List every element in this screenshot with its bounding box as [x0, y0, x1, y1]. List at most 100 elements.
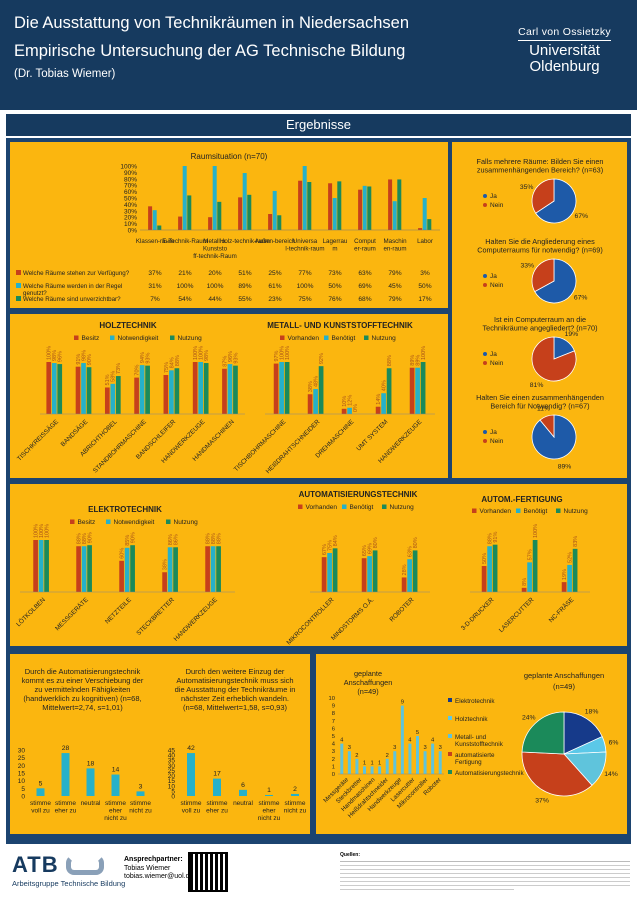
data-label: 58%	[111, 371, 117, 382]
bar	[178, 216, 183, 230]
bar	[227, 364, 233, 414]
data-label: 98%	[52, 350, 58, 361]
data-label: 69%	[368, 543, 374, 554]
bar	[134, 377, 139, 414]
data-label: 93%	[233, 353, 239, 364]
bar	[33, 540, 38, 592]
university-logo: Carl von Ossietzky Universität Oldenburg	[518, 26, 611, 75]
x-tick-label: Kunststo	[203, 246, 228, 253]
y-tick-label: 0	[21, 794, 25, 801]
y-tick-label: 5	[21, 786, 25, 793]
data-label: 0%	[353, 404, 359, 412]
data-label: 50%	[328, 283, 341, 290]
y-tick-label: 20%	[124, 215, 137, 222]
atb-logo: ATB	[12, 852, 59, 877]
bar	[393, 751, 397, 774]
bar	[298, 180, 303, 230]
bar	[361, 558, 367, 592]
data-label: 83%	[573, 536, 579, 547]
chart-title: Durch den weitere Einzug der	[186, 667, 285, 676]
data-label: 8%	[522, 578, 528, 586]
data-label: 75%	[298, 296, 311, 303]
x-tick-label: nicht zu	[258, 815, 281, 822]
panel-elektro-auto: ELEKTROTECHNIK Besitz Notwendigkeit Nutzung…	[10, 484, 627, 646]
contact-email[interactable]: tobias.wiemer@uol.de	[124, 873, 194, 880]
legend-swatch	[16, 296, 21, 301]
data-label: 76%	[328, 296, 341, 303]
data-label: 80%	[373, 537, 379, 548]
bar	[291, 793, 299, 796]
legend-label: Notwendigkeit	[118, 335, 159, 342]
x-tick-label: NC-FRÄSE	[547, 596, 575, 624]
bar	[139, 365, 145, 414]
data-label: 100%	[207, 283, 224, 290]
data-label: 96%	[58, 351, 64, 362]
x-tick-label: stimme	[55, 800, 76, 807]
bar	[174, 368, 180, 414]
bar	[401, 577, 407, 592]
data-label: 20%	[208, 270, 221, 277]
data-label: 25%	[268, 270, 281, 277]
bar	[284, 362, 290, 414]
legend-label: Nein	[490, 282, 504, 289]
pie-label: 11%	[537, 405, 550, 412]
chart-title: ELEKTROTECHNIK	[88, 505, 162, 514]
bar	[76, 546, 81, 592]
y-tick-label: 60%	[124, 189, 137, 196]
x-tick-label: LÖTKOLBEN	[15, 595, 48, 628]
bar	[115, 376, 121, 414]
chart-pies: Falls mehrere Räume: Bilden Sie einenzus…	[476, 157, 604, 471]
bar	[372, 550, 378, 592]
bar	[187, 753, 195, 796]
bar	[347, 751, 351, 774]
panel-holz-metall: HOLZTECHNIK Besitz Notwendigkeit Nutzung 100…	[10, 314, 448, 478]
bar	[362, 185, 367, 230]
bar	[152, 210, 157, 230]
y-tick-label: 30%	[124, 208, 137, 215]
chart-title: (handwerklich zu kognitiven) (n=68,	[23, 694, 141, 703]
bar	[481, 566, 487, 592]
bar	[268, 214, 273, 230]
bar	[416, 736, 419, 774]
bar	[567, 564, 572, 592]
bar	[408, 743, 412, 774]
data-label: 100%	[177, 283, 194, 290]
x-tick-label: NETZTEILE	[104, 596, 133, 625]
bar	[277, 215, 282, 230]
data-label: 3%	[420, 270, 430, 277]
y-tick-label: 9	[332, 704, 335, 710]
y-tick-label: 30	[18, 748, 26, 755]
poster-title: Die Ausstattung von Technikräumen in Nie…	[14, 14, 410, 32]
data-label: 94%	[140, 352, 146, 363]
bar	[192, 362, 198, 414]
x-tick-label: UMT SYSTEM	[355, 418, 389, 452]
data-label: 31%	[148, 283, 161, 290]
data-label: 96%	[228, 351, 234, 362]
bar	[358, 189, 363, 230]
bar	[427, 219, 432, 230]
pie-title: Falls mehrere Räume: Bilden Sie einen	[477, 157, 604, 166]
contact-name: Tobias Wiemer	[124, 865, 171, 872]
chart-elektro-auto: ELEKTROTECHNIK Besitz Notwendigkeit Nutzung…	[15, 490, 590, 646]
qr-code[interactable]	[188, 852, 228, 892]
bar	[302, 166, 307, 230]
legend-swatch	[483, 274, 487, 278]
bar	[328, 183, 333, 230]
bar	[572, 548, 578, 592]
bar	[130, 545, 135, 592]
x-tick-label: Universa	[293, 238, 318, 245]
bar	[203, 363, 209, 414]
x-tick-label: en-raum	[383, 246, 406, 253]
legend-label: Nein	[490, 202, 504, 209]
x-tick-label: nicht zu	[104, 815, 127, 822]
y-tick-label: 70%	[124, 183, 137, 190]
data-label: 85%	[125, 535, 131, 546]
bar	[75, 366, 81, 414]
legend-label: Besitz	[78, 519, 96, 526]
bar	[337, 181, 342, 230]
data-label: 7%	[150, 296, 160, 303]
chart-title: Mittelwert=2,74, s=1,01)	[42, 703, 123, 712]
x-tick-label: l-technik-raum	[285, 246, 324, 253]
legend-swatch	[382, 504, 387, 509]
x-tick-label: neutral	[81, 800, 101, 807]
